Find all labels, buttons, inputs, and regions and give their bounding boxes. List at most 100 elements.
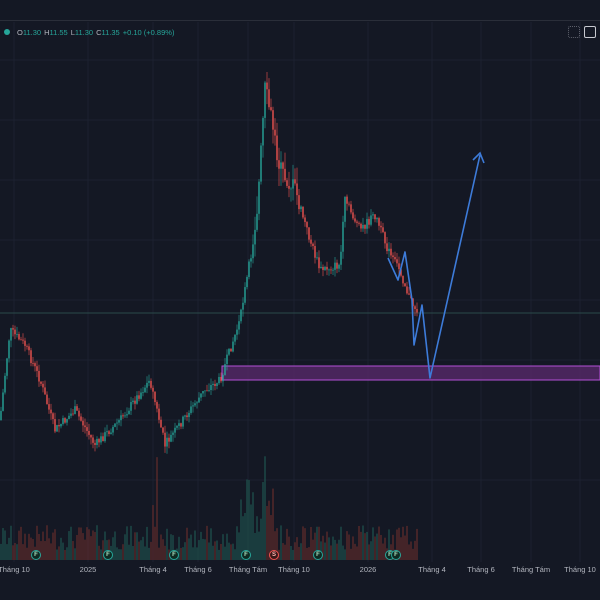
candle-body	[398, 263, 400, 270]
volume-bar	[244, 513, 246, 560]
volume-bar	[66, 547, 68, 560]
candle-body	[290, 188, 292, 190]
volume-bar	[122, 544, 124, 560]
volume-bar	[14, 542, 16, 560]
volume-bar	[120, 549, 122, 560]
candle-body	[8, 340, 10, 359]
volume-bar	[134, 532, 136, 560]
volume-bar	[380, 534, 382, 560]
candle-body	[32, 363, 34, 364]
volume-bar	[302, 526, 304, 560]
candle-body	[412, 298, 414, 307]
candle-body	[252, 244, 254, 259]
candle-body	[48, 404, 50, 410]
volume-bar	[220, 543, 222, 560]
candle-body	[94, 442, 96, 446]
candle-body	[378, 218, 380, 226]
candle-body	[306, 222, 308, 228]
candle-body	[238, 321, 240, 330]
volume-bar	[182, 547, 184, 560]
candle-body	[140, 392, 142, 399]
volume-bar	[18, 530, 20, 560]
volume-bar	[50, 543, 52, 560]
candle-body	[80, 416, 82, 421]
candle-body	[88, 430, 90, 435]
volume-bar	[68, 531, 70, 560]
candle-body	[190, 406, 192, 413]
fullscreen-icon[interactable]	[584, 26, 596, 38]
candle-body	[100, 436, 102, 443]
candle-body	[180, 423, 182, 427]
candle-body	[342, 221, 344, 252]
volume-bar	[290, 545, 292, 560]
volume-bar	[202, 538, 204, 560]
candle-body	[162, 427, 164, 433]
close-label: C	[96, 28, 102, 37]
candle-body	[150, 380, 152, 388]
open-value: 11.30	[22, 28, 42, 37]
volume-bar	[398, 527, 400, 560]
candle-body	[254, 229, 256, 245]
volume-bar	[236, 526, 238, 560]
volume-bar	[24, 533, 26, 560]
volume-bar	[194, 530, 196, 560]
candle-body	[168, 437, 170, 442]
volume-bar	[26, 547, 28, 560]
candle-body	[242, 302, 244, 310]
volume-bar	[256, 516, 258, 560]
event-badge[interactable]: F	[241, 550, 251, 560]
candle-body	[18, 334, 20, 340]
volume-bar	[262, 482, 264, 560]
candle-body	[414, 306, 416, 310]
candle-body	[174, 427, 176, 433]
candle-body	[326, 266, 328, 270]
event-badge[interactable]: F	[31, 550, 41, 560]
volume-bar	[172, 535, 174, 560]
event-badge[interactable]: F	[169, 550, 179, 560]
volume-bar	[52, 532, 54, 560]
volume-bar	[46, 525, 48, 560]
candle-body	[148, 380, 150, 383]
volume-bar	[414, 540, 416, 560]
candle-body	[164, 432, 166, 447]
candle-body	[182, 416, 184, 427]
candle-body	[120, 415, 122, 421]
volume-bar	[140, 540, 142, 560]
volume-bar	[190, 534, 192, 560]
candle-body	[310, 239, 312, 244]
event-badge[interactable]: F	[313, 550, 323, 560]
volume-bar	[54, 529, 56, 560]
time-axis[interactable]: Tháng 10 2025 Tháng 4 Tháng 6 Tháng Tám …	[0, 562, 600, 580]
candle-body	[280, 162, 282, 169]
candle-body	[278, 160, 280, 169]
candle-body	[324, 266, 326, 270]
event-badge[interactable]: S	[269, 550, 279, 560]
volume-bar	[310, 526, 312, 560]
event-badge[interactable]: F	[391, 550, 401, 560]
candle-body	[274, 129, 276, 136]
candle-body	[28, 346, 30, 351]
volume-bar	[248, 480, 250, 560]
candle-body	[66, 419, 68, 423]
volume-bar	[328, 537, 330, 560]
event-badge[interactable]: F	[103, 550, 113, 560]
candle-body	[108, 431, 110, 434]
volume-bar	[326, 531, 328, 560]
candle-body	[184, 415, 186, 417]
candle-body	[390, 248, 392, 256]
low-value: 11.30	[74, 28, 94, 37]
volume-bar	[206, 525, 208, 560]
layout-icon[interactable]	[568, 26, 580, 38]
candle-body	[236, 329, 238, 335]
volume-bar	[144, 546, 146, 560]
projection-arrowhead	[472, 151, 485, 164]
volume-bar	[156, 457, 158, 560]
volume-bar	[160, 534, 162, 560]
volume-bar	[230, 544, 232, 560]
volume-bar	[100, 549, 102, 560]
candle-body	[246, 276, 248, 288]
candle-body	[288, 185, 290, 189]
volume-bar	[150, 541, 152, 560]
candle-body	[124, 415, 126, 417]
